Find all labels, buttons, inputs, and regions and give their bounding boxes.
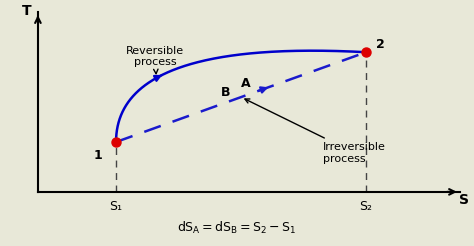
Text: Reversible
process: Reversible process bbox=[126, 46, 184, 74]
Text: A: A bbox=[241, 77, 251, 90]
Text: Irreversible
process: Irreversible process bbox=[245, 99, 386, 164]
Text: 2: 2 bbox=[376, 38, 384, 50]
Text: S: S bbox=[459, 193, 469, 207]
Text: T: T bbox=[21, 4, 31, 18]
Text: 1: 1 bbox=[94, 149, 102, 162]
Text: $\mathrm{dS_A = dS_B = S_2 - S_1}$: $\mathrm{dS_A = dS_B = S_2 - S_1}$ bbox=[177, 220, 297, 236]
Text: S₁: S₁ bbox=[109, 200, 123, 213]
Text: B: B bbox=[221, 86, 230, 99]
Text: S₂: S₂ bbox=[360, 200, 373, 213]
